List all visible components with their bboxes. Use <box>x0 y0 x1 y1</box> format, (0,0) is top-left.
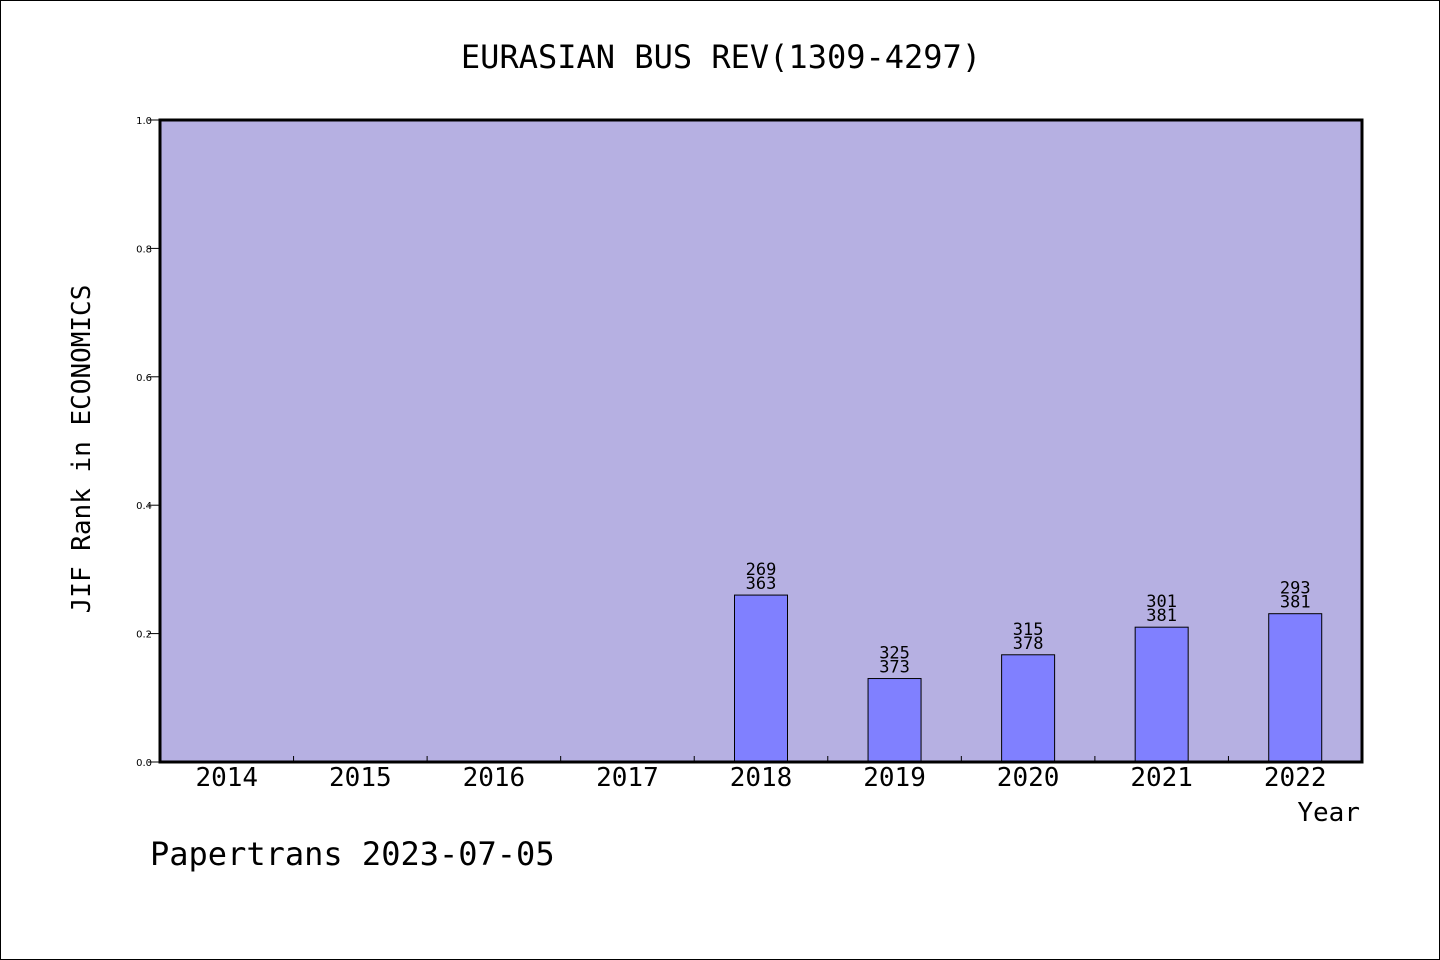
y-tick-label: 0.4 <box>136 501 152 512</box>
y-tick-label: 0.2 <box>136 630 152 641</box>
footer-credit: Papertrans 2023-07-05 <box>150 835 555 873</box>
bar-label-bottom: 373 <box>879 658 910 678</box>
x-tick-label: 2014 <box>195 763 258 793</box>
x-tick-label: 2020 <box>997 763 1060 793</box>
y-tick-label: 1.0 <box>136 116 152 127</box>
y-axis-label: JIF Rank in ECONOMICS <box>67 285 97 614</box>
bar-label-top: 315 <box>1013 620 1044 640</box>
bar-2019 <box>867 678 922 763</box>
x-tick-label: 2021 <box>1130 763 1193 793</box>
x-tick-label: 2019 <box>863 763 926 793</box>
y-tick-label: 0.6 <box>136 373 152 384</box>
bar-label-top: 293 <box>1280 579 1311 599</box>
bar-label-bottom: 381 <box>1146 606 1177 626</box>
x-tick-label: 2022 <box>1264 763 1327 793</box>
plot-frame <box>158 118 1364 764</box>
x-tick-label: 2017 <box>596 763 659 793</box>
bar-label-bottom: 363 <box>746 574 777 594</box>
bar-label-top: 325 <box>879 644 910 664</box>
bar-2022 <box>1268 613 1323 763</box>
bar-label-top: 269 <box>746 560 777 580</box>
x-tick-label: 2015 <box>329 763 392 793</box>
bars-layer <box>734 594 1323 763</box>
chart-title: EURASIAN BUS REV(1309-4297) <box>461 38 981 76</box>
bar-label-bottom: 378 <box>1013 634 1044 654</box>
y-tick-label: 0.8 <box>136 244 152 255</box>
x-axis-label: Year <box>1297 798 1360 828</box>
bar-2020 <box>1001 654 1056 763</box>
bar-label-bottom: 381 <box>1280 593 1311 613</box>
y-axis-ticks: 0.0 0.2 0.4 0.6 0.8 1.0 <box>136 116 160 769</box>
x-tick-label: 2016 <box>463 763 526 793</box>
x-axis-ticks: 2014 2015 2016 2017 2018 2019 2020 2021 2022 <box>195 756 1327 793</box>
x-tick-label: 2018 <box>730 763 793 793</box>
bar-2018 <box>734 594 788 763</box>
bar-label-top: 301 <box>1146 592 1177 612</box>
bar-2021 <box>1134 626 1189 763</box>
y-tick-label: 0.0 <box>136 758 152 769</box>
